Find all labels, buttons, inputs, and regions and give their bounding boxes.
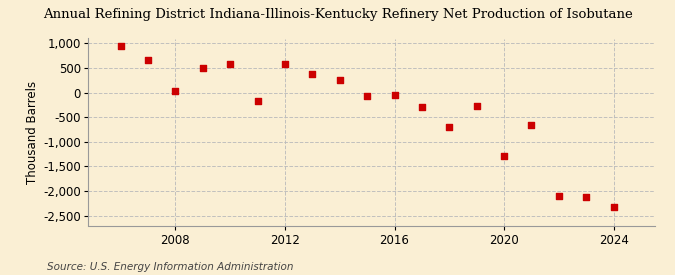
Point <box>499 153 510 158</box>
Text: Annual Refining District Indiana-Illinois-Kentucky Refinery Net Production of Is: Annual Refining District Indiana-Illinoi… <box>43 8 632 21</box>
Point <box>554 194 564 198</box>
Point <box>115 44 126 48</box>
Point <box>389 93 400 97</box>
Point <box>142 57 153 62</box>
Point <box>471 104 482 109</box>
Point <box>362 94 373 98</box>
Point <box>170 89 181 93</box>
Point <box>526 123 537 127</box>
Point <box>225 62 236 66</box>
Point <box>416 105 427 109</box>
Point <box>444 124 455 129</box>
Point <box>608 205 619 209</box>
Point <box>252 98 263 103</box>
Point <box>581 195 592 200</box>
Point <box>197 66 208 70</box>
Y-axis label: Thousand Barrels: Thousand Barrels <box>26 80 39 184</box>
Point <box>334 78 345 82</box>
Point <box>307 72 318 76</box>
Text: Source: U.S. Energy Information Administration: Source: U.S. Energy Information Administ… <box>47 262 294 272</box>
Point <box>279 61 290 66</box>
